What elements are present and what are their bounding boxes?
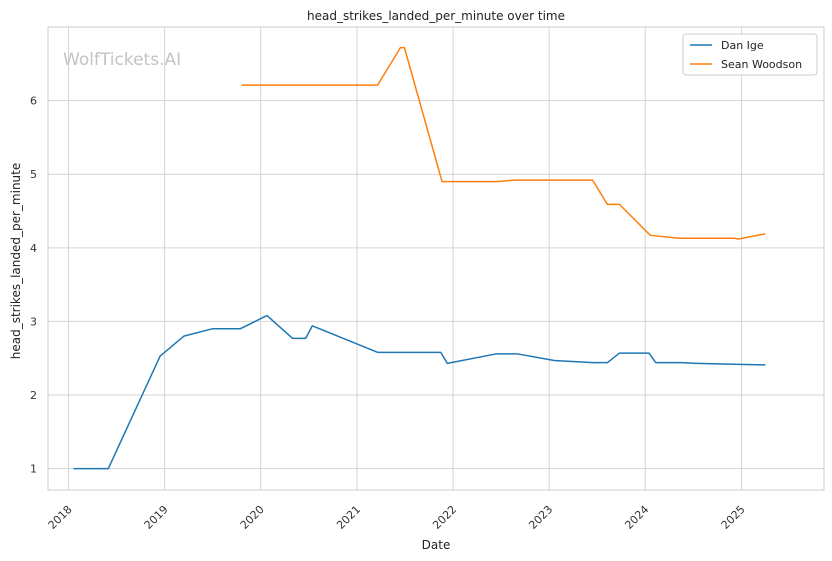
- y-axis-ticks: 1 2 3 4 5 6: [30, 95, 37, 476]
- y-tick-label: 1: [30, 463, 37, 476]
- y-tick-label: 3: [30, 315, 37, 328]
- watermark: WolfTickets.AI: [63, 50, 181, 70]
- y-axis-label: head_strikes_landed_per_minute: [9, 163, 23, 360]
- y-tick-label: 4: [30, 242, 37, 255]
- plot-frame: [47, 26, 825, 491]
- legend-box: [682, 33, 818, 76]
- y-tick-label: 2: [30, 389, 37, 402]
- series-layer: [73, 46, 766, 470]
- legend-label-dan-ige: Dan Ige: [721, 39, 764, 52]
- series-line-dan-ige: [73, 314, 766, 470]
- series-line-sean-woodson: [241, 46, 766, 240]
- legend: Dan Ige Sean Woodson: [682, 33, 818, 76]
- y-tick-label: 6: [30, 95, 37, 108]
- chart-title: head_strikes_landed_per_minute over time: [307, 9, 565, 23]
- x-axis-label: Date: [422, 538, 451, 552]
- legend-label-sean-woodson: Sean Woodson: [721, 58, 802, 71]
- grid: [48, 27, 824, 490]
- y-tick-label: 5: [30, 168, 37, 181]
